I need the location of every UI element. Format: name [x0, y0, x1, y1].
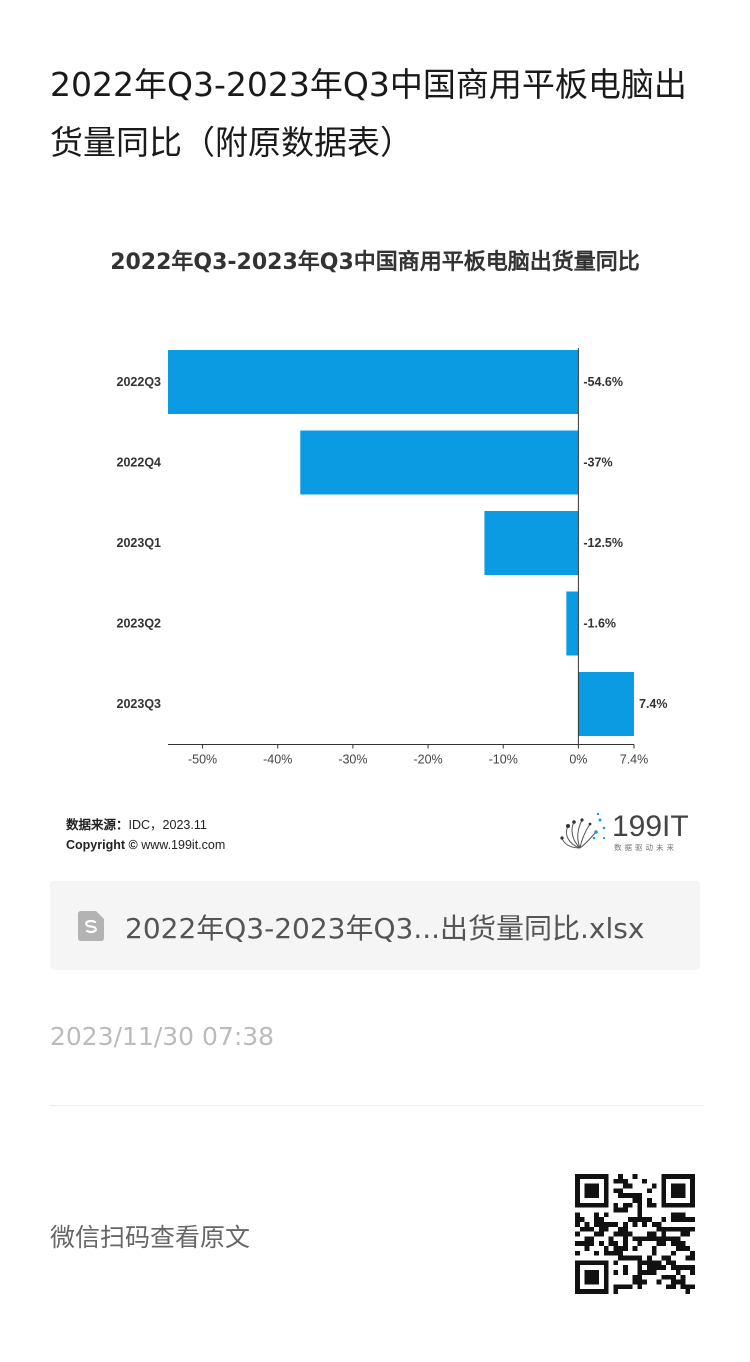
source-text: IDC，2023.11: [128, 818, 207, 832]
x-tick-label: -30%: [338, 753, 367, 767]
category-label: 2023Q1: [117, 536, 162, 550]
qr-code-icon[interactable]: [575, 1174, 695, 1294]
data-label: 7.4%: [639, 697, 668, 711]
bar: [168, 350, 579, 414]
page-title: 2022年Q3-2023年Q3中国商用平板电脑出货量同比（附原数据表）: [50, 65, 687, 162]
divider: [50, 1105, 704, 1106]
copyright-text: www.199it.com: [137, 838, 226, 852]
attachment-file-name[interactable]: 2022年Q3-2023年Q3...出货量同比.xlsx: [125, 912, 645, 945]
bar: [578, 672, 634, 736]
copyright-label: Copyright ©: [66, 838, 138, 852]
publish-timestamp: 2023/11/30 07:38: [50, 1022, 275, 1051]
x-tick-label: 7.4%: [620, 753, 649, 767]
data-label: -12.5%: [583, 536, 623, 550]
bar: [300, 430, 579, 495]
bar: [566, 591, 579, 656]
qr-code-modules: [575, 1174, 695, 1294]
brand-name: 199IT: [612, 810, 689, 843]
data-label: -54.6%: [583, 375, 623, 389]
spreadsheet-file-icon: [78, 911, 104, 941]
data-label: -37%: [583, 456, 612, 470]
brand-logo: 199IT 数据驱动未来: [560, 808, 700, 856]
source-label: 数据来源：: [66, 818, 129, 832]
data-label: -1.6%: [583, 617, 616, 631]
x-tick-label: -20%: [413, 753, 442, 767]
attachment-card[interactable]: 2022年Q3-2023年Q3...出货量同比.xlsx: [50, 881, 700, 970]
brand-tagline: 数据驱动未来: [614, 843, 677, 852]
bar: [484, 511, 579, 575]
chart-title: 2022年Q3-2023年Q3中国商用平板电脑出货量同比: [110, 250, 640, 275]
category-label: 2023Q3: [117, 697, 162, 711]
dandelion-logo-icon: [560, 812, 606, 849]
data-source-note: 数据来源：IDC，2023.11 Copyright © www.199it.c…: [66, 815, 225, 855]
bar-chart: 2022Q3 -54.6% 2022Q4 -37% 2023Q1 -12.5% 2023Q2…: [117, 348, 668, 767]
category-label: 2023Q2: [117, 617, 162, 631]
category-label: 2022Q4: [117, 456, 162, 470]
x-tick-label: -50%: [188, 753, 217, 767]
x-tick-label: 0%: [569, 753, 587, 767]
qr-scan-hint: 微信扫码查看原文: [50, 1223, 251, 1252]
x-tick-label: -40%: [263, 753, 292, 767]
x-tick-label: -10%: [489, 753, 518, 767]
category-label: 2022Q3: [117, 375, 162, 389]
